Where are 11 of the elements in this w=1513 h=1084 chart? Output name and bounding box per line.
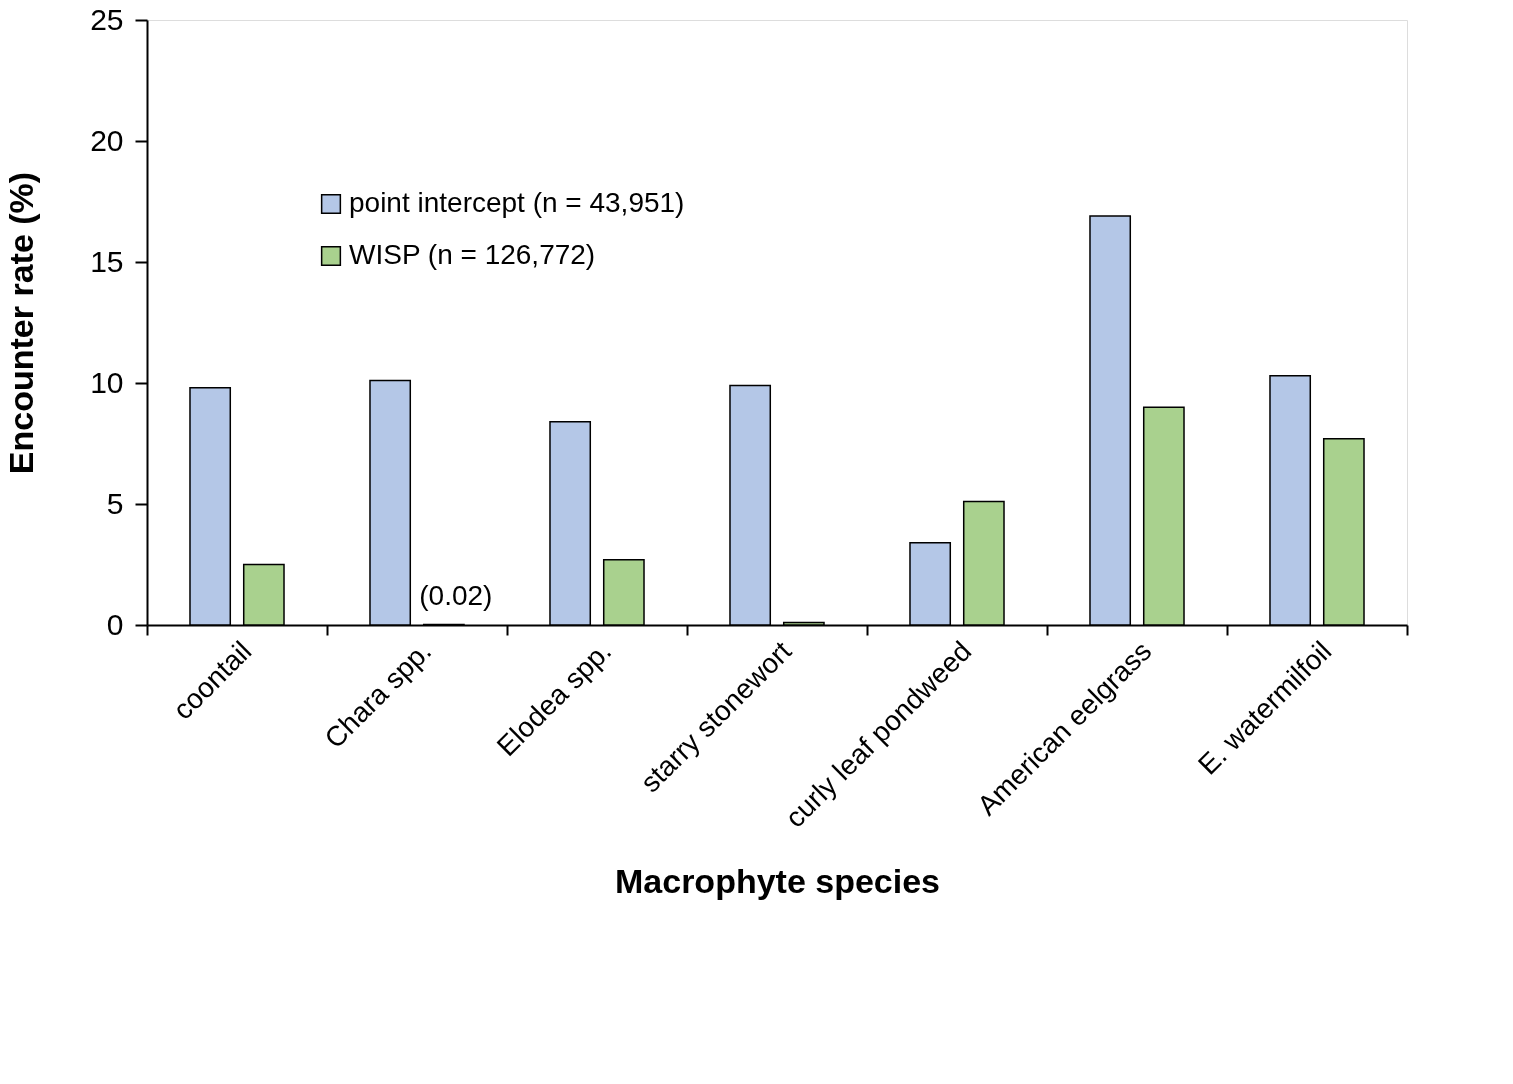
y-tick-label: 0 [106,607,124,641]
y-axis-title: Encounter rate (%) [2,171,41,475]
y-tick-label: 5 [106,486,124,520]
y-tick-label: 20 [90,123,124,157]
x-axis-title: Macrophyte species [614,861,941,900]
legend-label: point intercept (n = 43,951) [349,187,685,218]
legend-label: WISP (n = 126,772) [349,239,596,270]
data-label: (0.02) [419,579,493,611]
y-tick-label: 15 [90,244,124,278]
y-tick-label: 25 [90,2,124,36]
y-tick-label: 10 [90,365,124,399]
